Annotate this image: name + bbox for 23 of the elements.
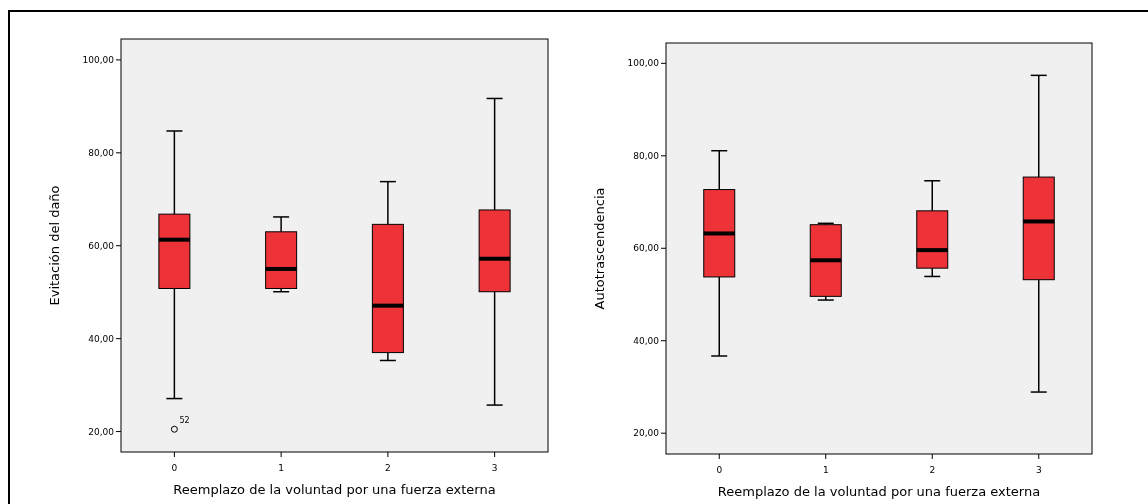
y-tick-label: 20,00: [88, 426, 115, 437]
x-tick-label: 1: [822, 465, 829, 475]
x-tick-label: 3: [1035, 465, 1042, 475]
y-tick-label: 100,00: [627, 58, 660, 69]
x-tick-label: 0: [171, 463, 178, 473]
y-tick-label: 40,00: [633, 335, 660, 346]
y-tick-label: 20,00: [633, 428, 660, 439]
x-tick-label: 2: [385, 463, 391, 473]
x-axis-title: Reemplazo de la voluntad por una fuerza externa: [717, 484, 1041, 499]
y-tick-label: 60,00: [88, 240, 115, 251]
y-tick-label: 80,00: [88, 147, 115, 158]
x-tick-label: 1: [278, 463, 284, 473]
y-tick-label: 40,00: [88, 333, 115, 344]
y-tick-label: 60,00: [633, 243, 660, 254]
y-tick-label: 100,00: [82, 55, 115, 66]
annotation: 52: [179, 416, 190, 426]
y-axis-title: Evitación del daño: [47, 185, 62, 306]
y-axis-title: Autotrascendencia: [592, 187, 607, 310]
x-axis-title: Reemplazo de la voluntad por una fuerza externa: [173, 482, 496, 497]
x-tick-label: 3: [491, 463, 498, 473]
y-tick-label: 80,00: [633, 150, 660, 161]
x-tick-label: 0: [716, 465, 723, 475]
x-tick-label: 2: [929, 465, 936, 475]
